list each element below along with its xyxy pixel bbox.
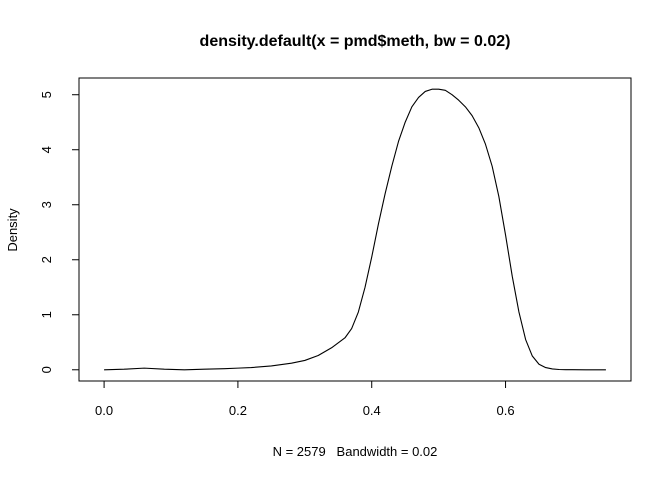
y-axis: 0 1 2 3 4 5 xyxy=(39,91,80,373)
x-tick-label: 0.2 xyxy=(229,403,247,418)
x-axis-label: N = 2579 Bandwidth = 0.02 xyxy=(273,444,438,459)
y-tick-label: 3 xyxy=(39,201,54,208)
x-axis: 0.0 0.2 0.4 0.6 xyxy=(95,380,515,418)
series-layer xyxy=(104,88,606,371)
plot-box xyxy=(78,77,632,382)
y-tick-label: 0 xyxy=(39,366,54,373)
y-tick-label: 4 xyxy=(39,146,54,153)
y-tick-label: 5 xyxy=(39,91,54,98)
y-tick-label: 2 xyxy=(39,256,54,263)
x-tick-label: 0.0 xyxy=(95,403,113,418)
x-tick-label: 0.4 xyxy=(363,403,381,418)
x-tick-label: 0.6 xyxy=(497,403,515,418)
y-tick-label: 1 xyxy=(39,311,54,318)
y-axis-label: Density xyxy=(5,208,20,252)
chart-title: density.default(x = pmd$meth, bw = 0.02) xyxy=(200,33,511,50)
density-line xyxy=(104,88,606,371)
